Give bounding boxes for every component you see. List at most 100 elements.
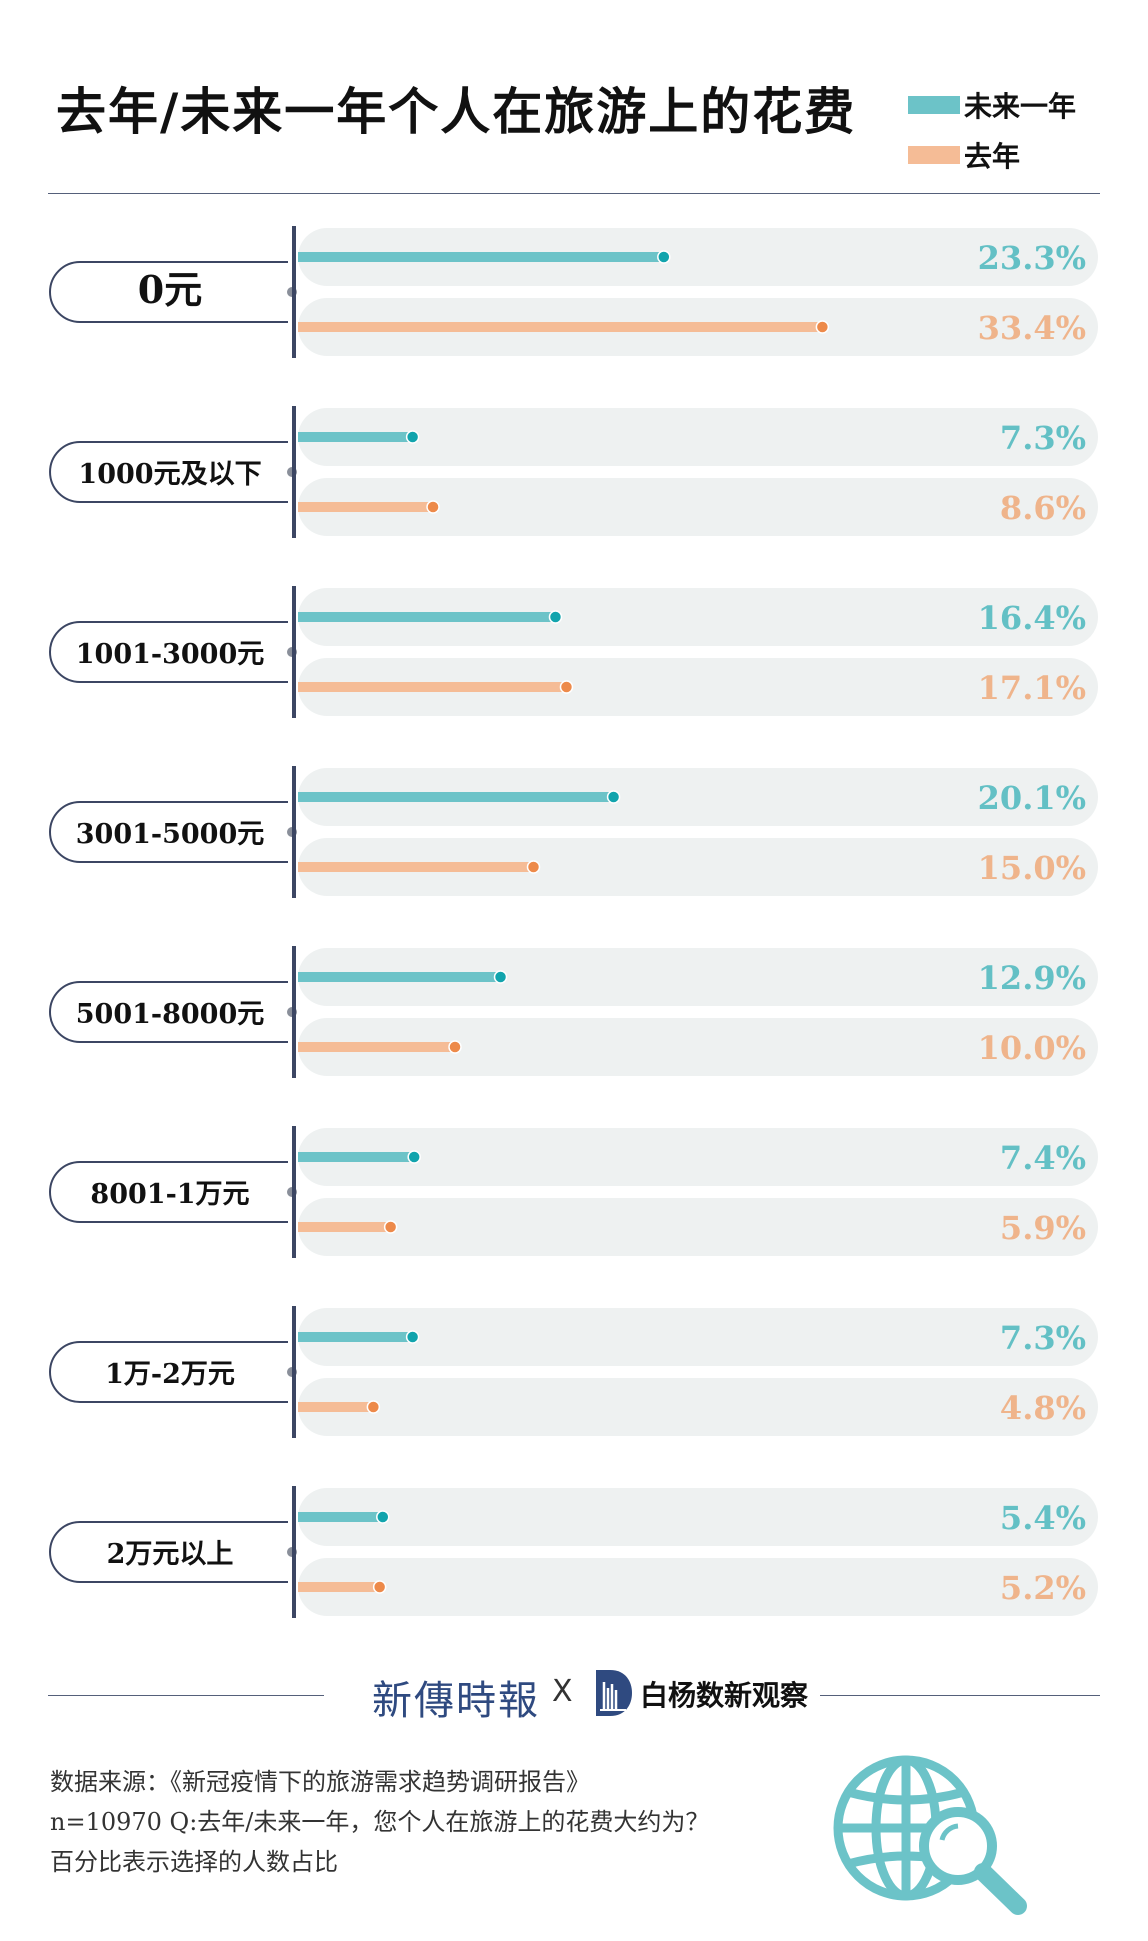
bar-track — [298, 658, 1098, 716]
brand-xinchuan-logo: 新傳時報 — [372, 1678, 540, 1724]
note-source: 数据来源：《新冠疫情下的旅游需求趋势调研报告》 — [50, 1768, 590, 1796]
bar-end-dot-last-year — [559, 680, 574, 694]
value-label-next-year-1-2-: 7.3% — [1000, 1319, 1086, 1357]
value-label-next-year-1000-: 7.3% — [1000, 419, 1086, 457]
brand-baiyang: 白杨数新观察 — [640, 1679, 809, 1712]
bar-last-year-0- — [298, 322, 823, 332]
bar-last-year-1000- — [298, 502, 434, 512]
category-bracket — [49, 1521, 288, 1583]
legend: 未来一年 去年 — [908, 80, 1076, 180]
value-label-next-year-5001-8000-: 12.9% — [978, 959, 1086, 997]
brand-separator: X — [552, 1674, 573, 1709]
brand-row: 新傳時報 X 白杨数新观察 — [0, 1660, 1148, 1730]
bar-end-dot-last-year — [426, 500, 440, 514]
value-label-last-year-0-: 33.4% — [978, 309, 1086, 347]
bar-next-year-1000- — [298, 432, 413, 442]
bar-track — [298, 1198, 1098, 1256]
bar-track — [298, 838, 1098, 896]
legend-item-next-year: 未来一年 — [908, 80, 1076, 130]
bar-track — [298, 1558, 1098, 1616]
bar-track — [298, 1128, 1098, 1186]
category-label-2-: 2万元以上 — [107, 1539, 234, 1570]
bar-end-dot-next-year — [405, 430, 420, 444]
bar-end-dot-next-year — [493, 970, 508, 984]
category-bracket — [49, 261, 288, 323]
value-label-last-year-5001-8000-: 10.0% — [978, 1029, 1086, 1067]
category-label-8001-1-: 8001-1万元 — [90, 1179, 249, 1210]
category-label-5001-8000-: 5001-8000元 — [76, 999, 265, 1030]
legend-swatch-last-year — [908, 146, 960, 164]
bar-last-year-2- — [298, 1582, 380, 1592]
category-label-1000-: 1000元及以下 — [78, 459, 261, 490]
source-notes: 数据来源：《新冠疫情下的旅游需求趋势调研报告》 n=10970 Q:去年/未来一… — [50, 1762, 709, 1882]
bar-end-dot-last-year — [383, 1220, 398, 1234]
bar-end-dot-last-year — [366, 1400, 381, 1414]
bar-end-dot-next-year — [657, 250, 671, 264]
note-explanation: 百分比表示选择的人数占比 — [50, 1848, 338, 1876]
category-bracket — [49, 1341, 288, 1403]
bar-next-year-2- — [298, 1512, 383, 1522]
category-bracket — [49, 441, 288, 503]
value-label-last-year-1001-3000-: 17.1% — [978, 669, 1086, 707]
category-bracket — [49, 621, 288, 683]
globe-search-icon — [833, 1755, 1027, 1915]
bar-track — [298, 1488, 1098, 1546]
bar-track — [298, 478, 1098, 536]
bar-end-dot-last-year — [526, 860, 541, 874]
bar-next-year-3001-5000- — [298, 792, 614, 802]
brand-divider-left — [48, 1695, 324, 1696]
bar-track — [298, 1018, 1098, 1076]
legend-label-next-year: 未来一年 — [964, 90, 1077, 123]
bar-last-year-1001-3000- — [298, 682, 567, 692]
bar-track — [298, 768, 1098, 826]
bar-next-year-8001-1- — [298, 1152, 415, 1162]
brand-divider-right — [820, 1695, 1100, 1696]
legend-label-last-year: 去年 — [964, 140, 1021, 173]
value-label-next-year-0-: 23.3% — [978, 239, 1086, 277]
bar-track — [298, 228, 1098, 286]
bar-track — [298, 408, 1098, 466]
value-label-last-year-3001-5000-: 15.0% — [978, 849, 1086, 887]
bar-next-year-1-2- — [298, 1332, 413, 1342]
top-divider — [48, 193, 1100, 194]
d-logo-icon — [596, 1670, 632, 1716]
category-label-1-2-: 1万-2万元 — [105, 1359, 235, 1390]
bar-next-year-1001-3000- — [298, 612, 556, 622]
category-bracket — [49, 1161, 288, 1223]
category-bracket — [49, 801, 288, 863]
value-label-last-year-2-: 5.2% — [1000, 1569, 1086, 1607]
bar-end-dot-next-year — [548, 610, 563, 624]
value-label-last-year-1-2-: 4.8% — [1000, 1389, 1086, 1427]
legend-item-last-year: 去年 — [908, 130, 1076, 180]
value-label-next-year-8001-1-: 7.4% — [1000, 1139, 1086, 1177]
note-sample: n=10970 Q:去年/未来一年，您个人在旅游上的花费大约为？ — [50, 1808, 710, 1836]
value-label-last-year-1000-: 8.6% — [1000, 489, 1086, 527]
bar-last-year-1-2- — [298, 1402, 374, 1412]
bar-chart: 0元 23.3% 33.4% 1000元及以下 7.3% 8.6% 1001-3000元 16… — [49, 226, 1098, 1618]
legend-swatch-next-year — [908, 96, 960, 114]
bar-track — [298, 1378, 1098, 1436]
chart-title: 去年/未来一年个人在旅游上的花费 — [56, 83, 857, 141]
bar-last-year-3001-5000- — [298, 862, 534, 872]
value-label-next-year-2-: 5.4% — [1000, 1499, 1086, 1537]
bar-end-dot-next-year — [376, 1510, 390, 1524]
bar-next-year-5001-8000- — [298, 972, 501, 982]
bar-track — [298, 588, 1098, 646]
category-label-0-: 0元 — [138, 267, 202, 312]
bar-track — [298, 948, 1098, 1006]
bar-end-dot-last-year — [372, 1580, 387, 1594]
bar-last-year-8001-1- — [298, 1222, 391, 1232]
value-label-next-year-3001-5000-: 20.1% — [978, 779, 1086, 817]
bar-end-dot-next-year — [407, 1150, 421, 1164]
bar-end-dot-last-year — [448, 1040, 462, 1054]
bar-last-year-5001-8000- — [298, 1042, 455, 1052]
bar-end-dot-last-year — [815, 320, 830, 334]
bar-next-year-0- — [298, 252, 664, 262]
bar-track — [298, 1308, 1098, 1366]
bar-end-dot-next-year — [405, 1330, 420, 1344]
category-label-3001-5000-: 3001-5000元 — [76, 819, 265, 850]
category-bracket — [49, 981, 288, 1043]
bar-end-dot-next-year — [606, 790, 621, 804]
value-label-next-year-1001-3000-: 16.4% — [978, 599, 1086, 637]
category-label-1001-3000-: 1001-3000元 — [76, 639, 265, 670]
